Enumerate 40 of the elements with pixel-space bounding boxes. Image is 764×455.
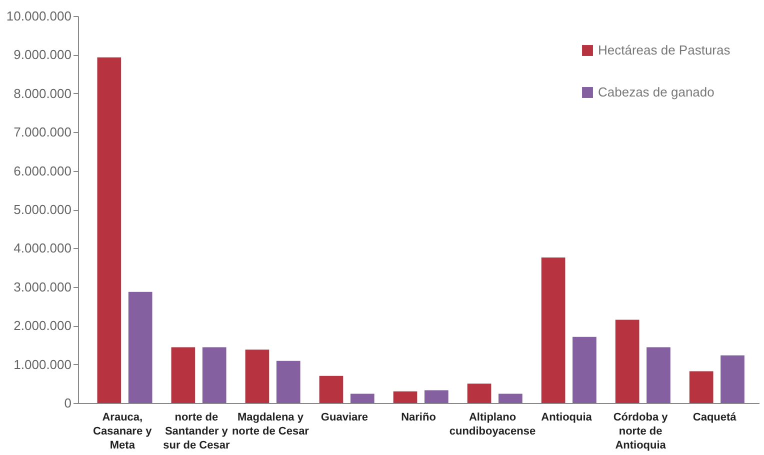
bar	[541, 257, 566, 403]
bar	[393, 391, 418, 403]
legend-label: Hectáreas de Pasturas	[598, 42, 731, 58]
y-tick-label: 9.000.000	[14, 47, 72, 62]
bar	[350, 394, 374, 403]
bar	[97, 57, 122, 403]
x-tick-label: Antioquia	[541, 412, 593, 424]
bar	[498, 394, 522, 403]
x-tick-label: Córdoba y norte de Antioquia	[613, 412, 669, 452]
bar	[319, 376, 344, 403]
y-tick-label: 6.000.000	[14, 163, 72, 178]
bar	[202, 347, 226, 403]
bar	[424, 390, 448, 403]
legend-label: Cabezas de ganado	[598, 84, 714, 100]
bar	[646, 347, 670, 403]
x-tick-label: Altiplano cundiboyacense	[449, 412, 536, 438]
bar	[171, 347, 196, 403]
x-tick-label: Guaviare	[320, 412, 368, 424]
y-tick-label: 1.000.000	[14, 356, 72, 372]
y-tick-label: 10.000.000	[6, 8, 72, 24]
bar	[245, 350, 270, 403]
bar	[572, 336, 596, 403]
x-tick-label: Magdalena y norte de Cesar	[232, 412, 310, 438]
y-tick-label: 5.000.000	[14, 202, 72, 217]
y-tick-label: 4.000.000	[14, 240, 72, 256]
bar	[615, 320, 640, 403]
y-tick-label: 2.000.000	[14, 318, 72, 334]
bar	[276, 360, 300, 403]
bar	[720, 355, 744, 403]
x-tick-label: Nariño	[401, 412, 436, 424]
bar	[467, 384, 492, 403]
x-tick-label: Caquetá	[692, 412, 738, 424]
y-tick-label: 8.000.000	[14, 86, 72, 101]
bar	[128, 292, 152, 403]
bar	[689, 371, 714, 403]
y-tick-label: 7.000.000	[14, 124, 72, 140]
x-tick-label: Arauca, Casanare y Meta	[93, 412, 153, 452]
x-tick-label: norte de Santander y sur de Cesar	[163, 412, 230, 452]
y-tick-label: 3.000.000	[14, 279, 72, 294]
y-tick-label: 0	[64, 396, 72, 410]
